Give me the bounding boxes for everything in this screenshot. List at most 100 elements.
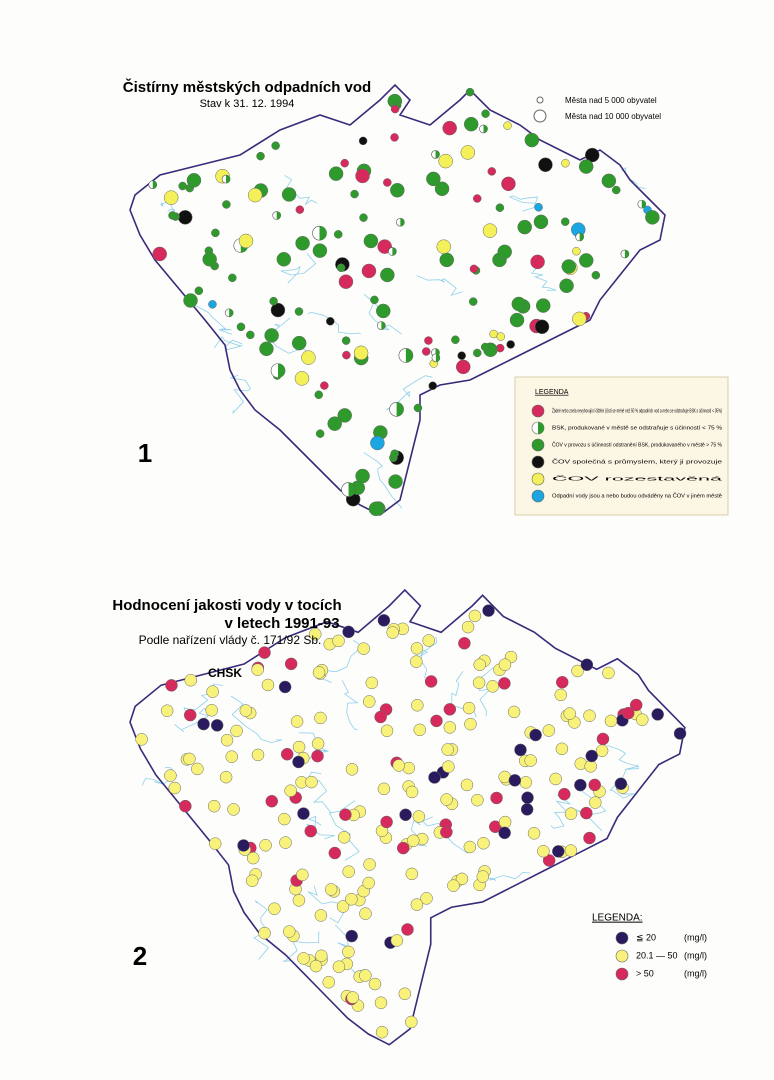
legend-label: > 50 — [636, 968, 654, 978]
site-symbol — [205, 704, 218, 717]
site-symbol — [405, 785, 419, 799]
site-symbol — [503, 121, 512, 130]
site-symbol — [572, 311, 587, 327]
site-symbol — [601, 173, 617, 189]
site-symbol — [482, 604, 495, 617]
site-symbol — [339, 808, 352, 821]
site-symbol — [164, 769, 177, 782]
legend-symbol — [531, 455, 545, 469]
site-symbol — [388, 474, 403, 489]
site-symbol — [421, 347, 431, 356]
river — [419, 636, 438, 679]
site-symbol — [390, 449, 399, 458]
map-subtitle: Podle nařízení vlády č. 171/92 Sb. — [139, 633, 322, 647]
site-symbol — [636, 713, 649, 726]
site-symbol — [328, 166, 344, 181]
site-symbol — [542, 724, 556, 737]
site-symbol — [191, 762, 204, 776]
site-symbol — [455, 872, 469, 886]
site-symbol — [280, 747, 294, 761]
site-symbol — [472, 194, 482, 203]
site-symbol — [265, 794, 279, 808]
site-symbol — [228, 273, 237, 283]
site-symbol — [390, 934, 404, 947]
site-symbol — [481, 109, 490, 118]
legend-label: BSK, produkované v městě se odstraňuje s… — [552, 425, 722, 431]
site-symbol — [246, 851, 260, 865]
site-symbol — [370, 295, 379, 305]
river — [363, 452, 403, 509]
site-symbol — [392, 759, 406, 772]
legend-label: ČOV rozestavěná — [552, 475, 726, 482]
river — [607, 745, 640, 770]
site-symbol — [222, 200, 231, 209]
site-symbol — [184, 673, 197, 687]
site-symbol — [495, 203, 505, 212]
town-symbol — [229, 308, 234, 317]
site-symbol — [583, 709, 596, 723]
site-symbol — [411, 698, 424, 712]
site-symbol — [314, 390, 323, 400]
site-symbol — [220, 733, 234, 747]
site-symbol — [282, 925, 296, 938]
site-symbol — [210, 719, 224, 732]
town-symbol — [381, 321, 386, 330]
site-symbol — [468, 609, 482, 623]
site-symbol — [355, 168, 370, 184]
site-symbol — [572, 246, 581, 256]
river — [341, 680, 359, 731]
legend-label: Žádné nebo zcela nevyhovující čištění (č… — [552, 406, 722, 414]
site-symbol — [239, 704, 253, 717]
site-symbol — [564, 807, 578, 820]
site-symbol — [211, 228, 220, 238]
site-symbol — [533, 214, 549, 230]
site-symbol — [295, 205, 305, 214]
river — [230, 695, 283, 744]
site-symbol — [251, 663, 264, 676]
site-symbol — [440, 825, 453, 839]
site-symbol — [497, 244, 512, 260]
site-symbol — [301, 350, 316, 365]
site-symbol — [428, 771, 441, 784]
site-symbol — [292, 894, 306, 907]
site-symbol — [514, 743, 527, 757]
site-symbol — [380, 724, 394, 738]
site-symbol — [455, 359, 471, 375]
site-symbol — [345, 763, 359, 776]
site-symbol — [208, 837, 222, 850]
site-symbol — [291, 335, 307, 351]
site-symbol — [519, 776, 533, 789]
site-symbol — [290, 715, 304, 728]
site-symbol — [374, 996, 388, 1009]
site-symbol — [442, 760, 455, 773]
site-symbol — [342, 945, 355, 959]
site-symbol — [297, 952, 310, 965]
site-symbol — [358, 136, 368, 146]
site-symbol — [588, 778, 601, 792]
site-symbol — [506, 340, 515, 349]
site-symbol — [420, 892, 433, 905]
site-symbol — [426, 171, 441, 187]
site-symbol — [473, 658, 487, 671]
site-symbol — [410, 655, 423, 668]
site-symbol — [390, 133, 399, 142]
site-symbol — [563, 707, 576, 720]
site-symbol — [359, 213, 368, 222]
legend-unit: (mg/l) — [684, 968, 707, 978]
site-symbol — [465, 87, 475, 97]
site-symbol — [447, 879, 460, 892]
site-symbol — [477, 836, 490, 850]
site-symbol — [314, 711, 327, 725]
site-symbol — [583, 831, 596, 845]
site-symbol — [424, 675, 438, 688]
site-symbol — [334, 230, 343, 239]
site-symbol — [278, 680, 292, 694]
town-symbol — [641, 200, 646, 209]
site-symbol — [457, 351, 466, 360]
site-symbol — [482, 223, 498, 238]
river — [307, 311, 361, 335]
site-symbol — [309, 959, 323, 973]
site-symbol — [535, 298, 551, 313]
town-symbol — [405, 348, 413, 363]
site-symbol — [363, 233, 379, 249]
